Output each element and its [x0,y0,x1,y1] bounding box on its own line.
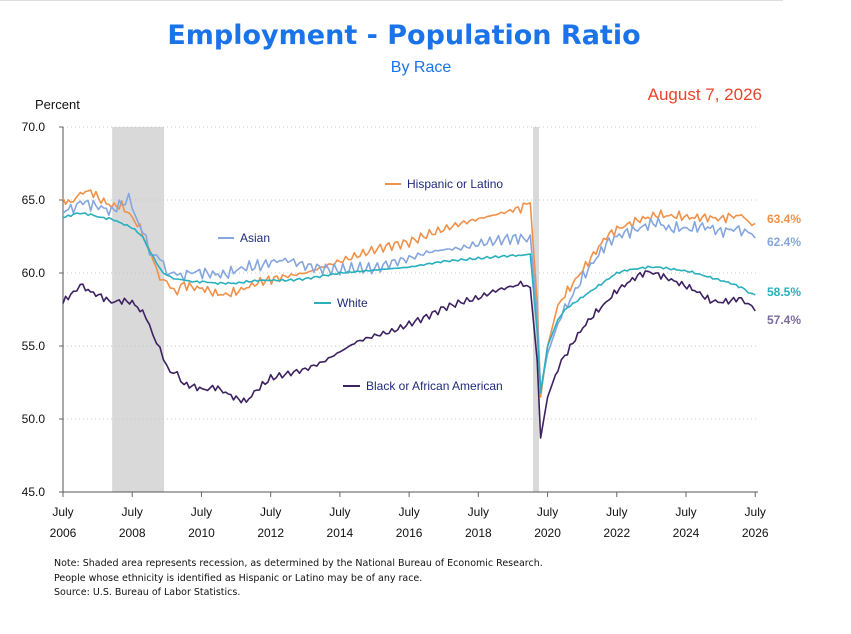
x-tick-month: July [468,505,489,519]
x-tick-year: 2016 [396,526,423,540]
chart-notes: Note: Shaded area represents recession, … [54,557,543,601]
x-tick-month: July [329,505,350,519]
x-tick-month: July [122,505,143,519]
legend-label: White [337,296,368,310]
y-tick-label: 50.0 [22,412,46,426]
y-tick-label: 65.0 [22,193,46,207]
y-axis-label: Percent [35,97,80,112]
release-date: August 7, 2026 [647,85,762,104]
x-tick-month: July [52,505,73,519]
x-tick-year: 2014 [327,526,354,540]
x-tick-year: 2024 [673,526,700,540]
x-tick-month: July [745,505,766,519]
legend-label: Black or African American [366,379,503,393]
x-tick-year: 2012 [257,526,284,540]
x-tick-month: July [675,505,696,519]
series-line [62,270,756,439]
series-end-label: 62.4% [767,235,801,249]
series-end-label: 63.4% [767,212,801,226]
series-line [62,189,756,398]
note-line: Source: U.S. Bureau of Labor Statistics. [54,587,241,598]
legend-label: Hispanic or Latino [407,177,503,191]
series-line [62,192,756,391]
x-tick-month: July [398,505,419,519]
x-tick-year: 2010 [188,526,215,540]
y-tick-label: 45.0 [22,485,46,499]
legend-label: Asian [240,231,270,245]
x-tick-month: July [191,505,212,519]
chart-title: Employment - Population Ratio [167,20,641,51]
note-line: People whose ethnicity is identified as … [54,572,423,584]
y-tick-label: 55.0 [22,339,46,353]
x-tick-year: 2006 [50,526,77,540]
x-tick-year: 2026 [742,526,769,540]
x-tick-year: 2018 [465,526,492,540]
x-tick-year: 2008 [119,526,146,540]
note-line: Note: Shaded area represents recession, … [54,558,543,569]
x-tick-month: July [606,505,627,519]
x-tick-month: July [537,505,558,519]
x-tick-year: 2022 [603,526,630,540]
y-tick-label: 70.0 [22,120,46,134]
series-end-label: 58.5% [767,285,801,299]
chart-subtitle: By Race [390,59,452,76]
series-end-label: 57.4% [767,313,801,327]
x-tick-month: July [260,505,281,519]
x-tick-year: 2020 [534,526,561,540]
series-line [62,212,756,394]
top-divider [0,0,783,1]
y-tick-label: 60.0 [22,266,46,280]
